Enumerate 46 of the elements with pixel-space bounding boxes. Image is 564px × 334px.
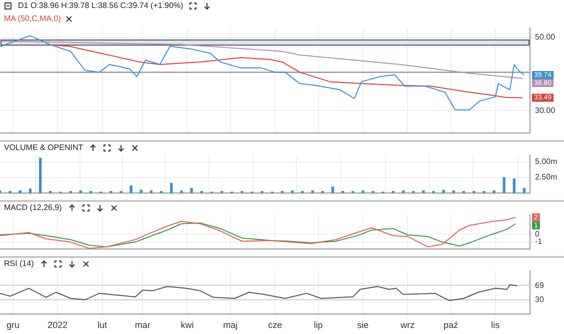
bar bbox=[190, 188, 193, 194]
bar bbox=[432, 190, 435, 194]
bar bbox=[492, 190, 496, 194]
x-tick-label: lip bbox=[314, 320, 323, 330]
bar bbox=[301, 190, 304, 194]
x-tick-label: kwi bbox=[180, 320, 194, 330]
bar bbox=[362, 190, 364, 194]
x-tick-label: wrz bbox=[400, 320, 416, 330]
x-tick-label: mar bbox=[134, 320, 150, 330]
bar bbox=[512, 178, 516, 194]
bar bbox=[422, 190, 425, 194]
y-tick-label: 5.00m bbox=[535, 157, 558, 166]
y-tick-label: 50.00 bbox=[535, 32, 556, 42]
x-tick-label: paź bbox=[444, 320, 459, 330]
bar bbox=[130, 185, 132, 194]
bar bbox=[502, 177, 506, 194]
y-tick-label: 30.00 bbox=[535, 106, 556, 115]
x-tick-label: 2022 bbox=[48, 320, 68, 330]
bar bbox=[69, 190, 72, 194]
bar bbox=[140, 190, 142, 194]
bar bbox=[240, 190, 244, 194]
chart-title: VOLUME & OPENINT bbox=[4, 143, 84, 152]
x-tick-label: lis bbox=[491, 320, 500, 330]
bar bbox=[372, 190, 374, 194]
chart-title: MACD (12,26,9) bbox=[4, 203, 62, 212]
y-tick-label: -1 bbox=[535, 237, 543, 246]
x-tick-label: sie bbox=[357, 320, 369, 330]
x-tick-label: maj bbox=[223, 320, 238, 330]
bar bbox=[311, 190, 314, 194]
bar bbox=[170, 182, 173, 194]
bar bbox=[38, 158, 42, 194]
chart-title: D1 O:38.96 H:39.78 L:38.56 C:39.74 (+1.90%) bbox=[18, 1, 184, 10]
x-tick-label: lut bbox=[98, 320, 108, 330]
x-tick-label: gru bbox=[6, 320, 20, 330]
bar bbox=[120, 190, 122, 194]
bar bbox=[28, 188, 32, 194]
x-tick-label: cze bbox=[268, 320, 282, 330]
bar bbox=[331, 186, 334, 194]
y-tick-label: 2.50m bbox=[535, 172, 558, 182]
y-tick-label: 30 bbox=[535, 295, 544, 304]
chart-title: RSI (14) bbox=[4, 259, 34, 268]
y-tick-label: 0 bbox=[535, 229, 540, 238]
bar bbox=[442, 190, 445, 194]
text: MA (50,C,MA,0) bbox=[4, 14, 62, 23]
y-tick-label: 69 bbox=[535, 280, 544, 290]
bar bbox=[180, 190, 183, 194]
